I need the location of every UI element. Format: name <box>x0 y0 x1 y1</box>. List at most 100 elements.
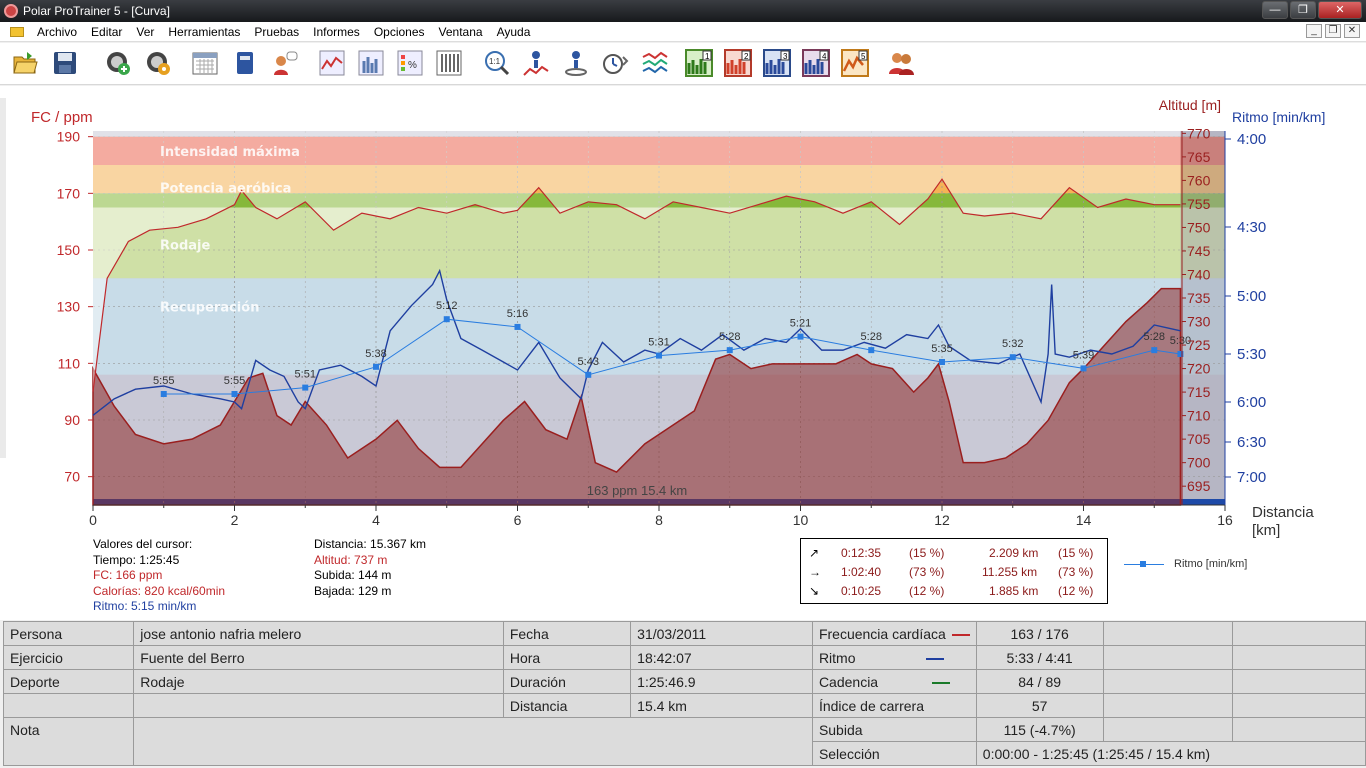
zone-3-icon[interactable]: 3 <box>762 48 792 78</box>
altitude-tick-label: 735 <box>1187 290 1211 306</box>
menu-editar[interactable]: Editar <box>91 24 123 39</box>
menu-herramientas[interactable]: Herramientas <box>168 24 241 39</box>
timer-icon[interactable] <box>600 48 630 78</box>
x-tick-label: 0 <box>89 512 97 528</box>
zone-3-number: 3 <box>783 52 788 61</box>
zone-2-icon[interactable]: 2 <box>723 48 753 78</box>
sync-icon[interactable] <box>103 48 133 78</box>
slope-dist: 2.209 km <box>989 546 1039 560</box>
duracion-label: Duración <box>502 669 632 694</box>
hr-tick-label: 150 <box>57 242 81 258</box>
ejercicio-value: Fuente del Berro <box>133 645 504 670</box>
menu-ver[interactable]: Ver <box>136 24 155 39</box>
slope-time-pct: (73 %) <box>909 565 945 579</box>
hr-tick-label: 190 <box>57 129 81 145</box>
x-tick-label: 6 <box>514 512 522 528</box>
mdi-minimize-button[interactable]: _ <box>1306 24 1322 38</box>
save-disk-icon[interactable] <box>50 48 80 78</box>
mdi-restore-button[interactable]: ❐ <box>1325 24 1341 38</box>
diary-book-icon[interactable] <box>230 48 260 78</box>
menu-ventana[interactable]: Ventana <box>438 24 483 39</box>
zone-4-icon[interactable]: 4 <box>801 48 831 78</box>
persona-value: jose antonio nafria melero <box>133 621 504 646</box>
cursor-distancia: Distancia: 15.367 km <box>314 537 427 551</box>
hr-tick-label: 90 <box>64 412 80 428</box>
settings-sync-icon[interactable] <box>143 48 173 78</box>
percent-chart-icon[interactable]: % <box>395 48 425 78</box>
split-point <box>302 384 309 391</box>
mdi-close-button[interactable]: ✕ <box>1344 24 1360 38</box>
users-icon[interactable] <box>886 48 916 78</box>
ejercicio-label: Ejercicio <box>2 645 135 670</box>
split-label: 5:16 <box>507 308 528 320</box>
cursor-bajada: Bajada: 129 m <box>314 583 392 598</box>
menu-opciones[interactable]: Opciones <box>373 24 425 39</box>
info-location-icon[interactable] <box>561 48 591 78</box>
zone-label: Recuperación <box>160 301 259 316</box>
split-point <box>1177 351 1184 357</box>
slope-dist-pct: (15 %) <box>1058 546 1094 560</box>
split-label: 5:28 <box>861 331 882 343</box>
curve-view-icon[interactable] <box>317 48 347 78</box>
menu-pruebas[interactable]: Pruebas <box>254 24 300 39</box>
open-folder-icon[interactable] <box>10 48 40 78</box>
multi-curve-icon[interactable] <box>640 48 670 78</box>
split-label: 5:35 <box>931 343 952 355</box>
hora-label: Hora <box>502 645 632 670</box>
pace-tick-label: 5:00 <box>1237 288 1266 305</box>
minimize-button[interactable]: — <box>1262 1 1288 19</box>
fc-value: 163 / 176 <box>975 621 1104 646</box>
graph-left-strip <box>0 98 6 458</box>
altitude-tick-label: 695 <box>1187 478 1211 494</box>
persona-label: Persona <box>2 621 135 646</box>
table-icon[interactable] <box>434 48 464 78</box>
zoom-1to1-icon[interactable]: 1:1 <box>481 48 511 78</box>
split-line <box>163 318 1181 395</box>
bar-chart-icon[interactable] <box>356 48 386 78</box>
heart-rate-area <box>93 131 1181 392</box>
menu-informes[interactable]: Informes <box>313 24 360 39</box>
document-folder-icon <box>10 26 24 37</box>
split-label: 5:43 <box>578 356 599 368</box>
maximize-button[interactable]: ❐ <box>1290 1 1316 19</box>
menu-ayuda[interactable]: Ayuda <box>496 24 531 39</box>
zone-label: Potencia aeróbica <box>160 182 291 197</box>
zone-5-icon[interactable]: 5 <box>840 48 870 78</box>
split-point <box>231 391 238 397</box>
pace-tick-label: 4:30 <box>1237 219 1266 236</box>
ritmo-value: 5:33 / 4:41 <box>975 645 1104 670</box>
split-point <box>939 359 945 365</box>
altitude-tick-label: 740 <box>1187 266 1211 282</box>
zone-band <box>93 165 1225 194</box>
menu-archivo[interactable]: Archivo <box>37 24 78 39</box>
deporte-value: Rodaje <box>133 669 504 694</box>
cursor-label: 163 ppm 15.4 km <box>587 483 687 498</box>
arrow-down-icon: ↘ <box>809 584 820 598</box>
subida-value: 115 (-4.7%) <box>975 717 1104 742</box>
slope-row-flat: → 1:02:40 (73 %) 11.255 km (73 %) <box>801 564 1107 582</box>
empty-cell <box>1231 621 1366 646</box>
split-label: 5:38 <box>365 348 386 360</box>
user-chat-icon[interactable] <box>270 48 300 78</box>
seleccion-label: Selección <box>811 741 977 766</box>
slope-time-pct: (12 %) <box>909 584 945 598</box>
zoom-label: 1:1 <box>489 57 501 66</box>
pace-tick-label: 6:30 <box>1237 434 1266 451</box>
altitude-axis-label: Altitud [m] <box>1159 97 1221 113</box>
split-label: 5:39 <box>1073 349 1094 361</box>
curve-chart[interactable]: 5:55 5:55 5:51 5:38 5:12 5:16 5:43 5:31 5:28 5:21… <box>0 86 1366 541</box>
x-axis-label: Distancia <box>1252 504 1314 521</box>
fc-label: Frecuencia cardíaca <box>811 621 977 646</box>
pace-tick-label: 4:00 <box>1237 131 1266 148</box>
nota-field[interactable] <box>133 717 813 766</box>
altitude-tick-label: 745 <box>1187 243 1211 259</box>
info-chart-icon[interactable] <box>521 48 551 78</box>
window-title: Polar ProTrainer 5 - [Curva] <box>23 4 170 18</box>
post-data-region <box>1180 131 1225 505</box>
close-button[interactable]: ✕ <box>1318 1 1362 19</box>
cursor-altitud: Altitud: 737 m <box>314 552 388 567</box>
legend-ritmo-marker <box>1124 560 1164 567</box>
calendar-icon[interactable] <box>190 48 220 78</box>
zone-1-icon[interactable]: 1 <box>684 48 714 78</box>
x-axis-unit: [km] <box>1252 522 1280 539</box>
